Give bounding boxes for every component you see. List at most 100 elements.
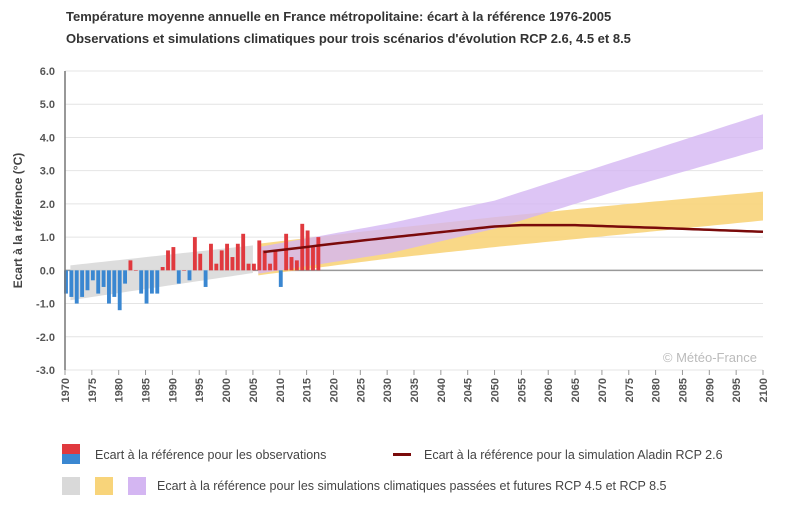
observation-bar: [225, 243, 230, 271]
observation-bar: [241, 233, 246, 271]
x-tick-label: 2010: [275, 378, 287, 402]
x-tick-label: 2055: [516, 378, 528, 402]
chart-title: Température moyenne annuelle en France m…: [66, 9, 612, 24]
x-tick-label: 2090: [704, 378, 716, 402]
observation-bar: [69, 270, 74, 297]
y-tick-label: 4.0: [40, 132, 55, 144]
observation-bar: [294, 260, 299, 271]
copyright: © Météo-France: [663, 350, 757, 365]
aladin-rcp26-line: [263, 223, 764, 254]
observation-bar: [305, 230, 310, 271]
observation-bar: [257, 240, 262, 271]
y-tick-label: 3.0: [40, 166, 55, 178]
observation-bar: [176, 270, 181, 284]
observation-bar: [316, 237, 321, 271]
observation-bar: [155, 270, 160, 294]
x-tick-label: 2080: [651, 378, 663, 402]
x-tick-label: 2005: [248, 378, 260, 402]
band-rcp85: [258, 114, 763, 274]
observation-bar: [90, 270, 95, 281]
x-tick-label: 2015: [302, 378, 314, 402]
observation-bar: [284, 233, 289, 271]
observation-bar: [187, 270, 192, 281]
legend-aladin: Ecart à la référence pour la simulation …: [424, 448, 723, 462]
x-tick-label: 1985: [141, 378, 153, 402]
observation-bar: [80, 270, 85, 297]
x-tick-label: 2025: [355, 378, 367, 402]
observation-bar: [107, 270, 111, 304]
observation-bar: [251, 263, 256, 271]
x-tick-label: 2020: [328, 378, 340, 402]
observation-bar: [133, 270, 138, 271]
legend-swatch-aladin: [393, 453, 411, 456]
y-axis-label: Ecart à la référence (°C): [11, 153, 25, 289]
observation-bar: [219, 250, 224, 271]
y-tick-label: 2.0: [40, 199, 55, 211]
x-tick-label: 2075: [624, 378, 636, 402]
observation-bar: [160, 267, 165, 271]
legend-swatch-past: [62, 477, 80, 495]
x-tick-label: 2045: [463, 378, 475, 402]
legend-observations: Ecart à la référence pour les observatio…: [95, 448, 327, 462]
legend-swatch-rcp85: [128, 477, 146, 495]
observation-bar: [96, 270, 101, 294]
x-tick-label: 1975: [87, 378, 99, 402]
observation-bar: [85, 270, 90, 291]
y-tick-label: 5.0: [40, 99, 55, 111]
x-tick-label: 2100: [758, 378, 770, 402]
observation-bar: [289, 257, 294, 271]
x-tick-label: 2035: [409, 378, 421, 402]
y-tick-label: -3.0: [36, 365, 55, 377]
observation-bar: [192, 237, 197, 271]
observation-bar: [273, 250, 278, 271]
observation-bar: [311, 247, 315, 271]
observation-bar: [182, 270, 187, 271]
observation-bar: [203, 270, 208, 287]
observation-bar: [246, 263, 251, 271]
observation-bar: [101, 270, 106, 287]
x-tick-label: 1990: [167, 378, 179, 402]
x-tick-label: 1995: [194, 378, 206, 402]
x-tick-label: 2060: [543, 378, 555, 402]
band-rcp45: [258, 191, 763, 276]
observation-bar: [139, 270, 144, 294]
y-tick-label: 6.0: [40, 66, 55, 78]
x-tick-label: 2065: [570, 378, 582, 402]
observation-bar: [149, 270, 154, 294]
observation-bar: [209, 243, 213, 271]
observation-bar: [268, 263, 272, 271]
chart: -3.0 -2.0 -1.0 0.0 1.0 2.0 3.0 4.0 5.0 6.0 1970 197…: [11, 66, 770, 402]
observation-bar: [123, 270, 127, 284]
x-tick-label: 2040: [436, 378, 448, 402]
x-tick-label: 1980: [114, 378, 126, 402]
legend-swatch-observations: [62, 444, 80, 464]
observation-bar: [214, 263, 219, 271]
legend-swatch-rcp45: [95, 477, 113, 495]
y-tick-label: -2.0: [36, 332, 55, 344]
legend-simulations: Ecart à la référence pour les simulation…: [157, 479, 667, 493]
y-tick-label: 0.0: [40, 265, 55, 277]
x-tick-label: 2085: [677, 378, 689, 402]
x-tick-label: 2030: [382, 378, 394, 402]
observation-bar: [166, 250, 170, 271]
chart-subtitle: Observations et simulations climatiques …: [66, 31, 631, 46]
x-tick-label: 1970: [60, 378, 72, 402]
x-tick-label: 2050: [490, 378, 502, 402]
observation-bar: [262, 250, 267, 271]
observation-bar: [128, 260, 133, 271]
observation-bar: [230, 257, 235, 271]
observation-bar: [112, 270, 117, 297]
observation-bar: [64, 270, 68, 294]
observation-bar: [278, 270, 283, 287]
x-tick-label: 2095: [731, 378, 743, 402]
observation-bar: [198, 253, 203, 271]
observation-bar: [117, 270, 122, 311]
x-tick-label: 2000: [221, 378, 233, 402]
y-tick-label: -1.0: [36, 299, 55, 311]
observation-bar: [74, 270, 79, 304]
x-tick-label: 2070: [597, 378, 609, 402]
y-tick-label: 1.0: [40, 232, 55, 244]
observation-bar: [144, 270, 149, 304]
observation-bar: [171, 247, 176, 271]
observation-bar: [235, 243, 240, 271]
